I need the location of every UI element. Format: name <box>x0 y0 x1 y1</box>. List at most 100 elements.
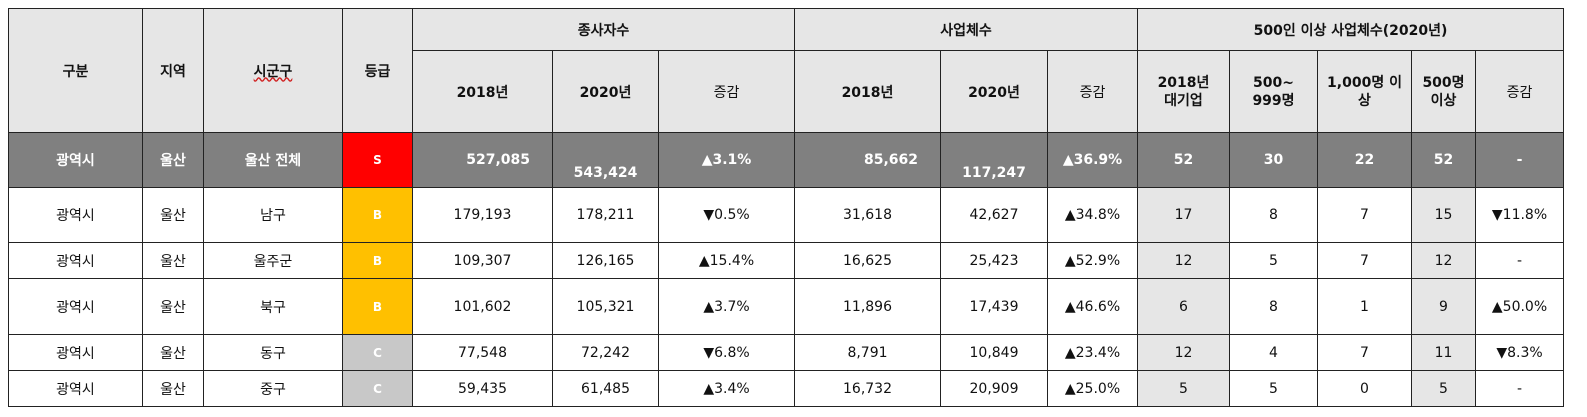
cell-large-change: ▲50.0% <box>1474 278 1565 335</box>
cell-gubun: 광역시 <box>8 242 143 279</box>
cell-emp-2018: 179,193 <box>412 187 553 243</box>
cell-region: 울산 <box>142 334 204 371</box>
header-emp-change: 증감 <box>658 50 795 133</box>
cell-emp-change: ▲3.1% <box>658 132 795 188</box>
cell-large-2018: 12 <box>1137 242 1230 279</box>
cell-biz-2018: 16,625 <box>794 242 941 279</box>
cell-large-500plus: 52 <box>1411 132 1476 188</box>
header-sigungu: 시군구 <box>203 8 343 133</box>
cell-emp-change: ▲15.4% <box>658 242 795 279</box>
cell-emp-change: ▼6.8% <box>658 334 795 371</box>
cell-emp-change: ▲3.4% <box>658 370 795 407</box>
cell-emp-2020: 178,211 <box>552 187 659 243</box>
cell-emp-change: ▼0.5% <box>658 187 795 243</box>
cell-biz-2020: 17,439 <box>940 278 1048 335</box>
cell-large-1000: 7 <box>1317 187 1412 243</box>
cell-large-500plus: 9 <box>1411 278 1476 335</box>
cell-large-2018: 5 <box>1137 370 1230 407</box>
cell-large-500plus: 12 <box>1411 242 1476 279</box>
cell-emp-2020: 61,485 <box>552 370 659 407</box>
header-large-change: 증감 <box>1474 50 1565 133</box>
header-large-500-999: 500~ 999명 <box>1229 50 1318 133</box>
ulsan-employment-table: 구분 지역 시군구 등급 종사자수 사업체수 500인 이상 사업체수(2020… <box>8 8 1565 407</box>
cell-large-change: ▼8.3% <box>1474 334 1565 371</box>
cell-large-500-999: 8 <box>1229 278 1318 335</box>
header-biz-change: 증감 <box>1047 50 1138 133</box>
cell-biz-change: ▲34.8% <box>1047 187 1138 243</box>
cell-biz-change: ▲25.0% <box>1047 370 1138 407</box>
table-row: 광역시 울산 남구 B 179,193 178,211 ▼0.5% 31,618… <box>8 187 1565 243</box>
header-biz-2020: 2020년 <box>940 50 1048 133</box>
header-large-500-l2: 999명 <box>1252 92 1295 109</box>
grade-badge: B <box>342 187 413 243</box>
cell-region: 울산 <box>142 132 204 188</box>
cell-emp-2018: 77,548 <box>412 334 553 371</box>
cell-large-500-999: 5 <box>1229 370 1318 407</box>
cell-biz-2020: 10,849 <box>940 334 1048 371</box>
cell-sigungu: 울주군 <box>203 242 343 279</box>
header-large-500plus-l1: 500명 <box>1422 74 1465 91</box>
cell-sigungu: 남구 <box>203 187 343 243</box>
cell-emp-2020: 126,165 <box>552 242 659 279</box>
cell-biz-2018: 11,896 <box>794 278 941 335</box>
cell-large-500plus: 11 <box>1411 334 1476 371</box>
cell-large-1000: 22 <box>1317 132 1412 188</box>
cell-emp-2020: 105,321 <box>552 278 659 335</box>
table-row: 광역시 울산 중구 C 59,435 61,485 ▲3.4% 16,732 2… <box>8 370 1565 407</box>
cell-sigungu: 북구 <box>203 278 343 335</box>
cell-emp-2018: 527,085 <box>412 132 553 188</box>
cell-emp-2018: 59,435 <box>412 370 553 407</box>
grade-badge: C <box>342 334 413 371</box>
cell-biz-change: ▲23.4% <box>1047 334 1138 371</box>
header-large-group-text: 500인 이상 사업체수(2020년) <box>1253 22 1448 39</box>
header-large-2018-l2: 대기업 <box>1164 92 1203 109</box>
cell-biz-2020: 20,909 <box>940 370 1048 407</box>
cell-gubun: 광역시 <box>8 187 143 243</box>
grade-badge: B <box>342 242 413 279</box>
table-body: 광역시 울산 울산 전체 S 527,085 543,424 ▲3.1% 85,… <box>8 132 1565 407</box>
cell-biz-change: ▲52.9% <box>1047 242 1138 279</box>
cell-large-1000: 7 <box>1317 334 1412 371</box>
header-emp-2018: 2018년 <box>412 50 553 133</box>
cell-large-1000: 1 <box>1317 278 1412 335</box>
cell-large-change: ▼11.8% <box>1474 187 1565 243</box>
cell-large-2018: 52 <box>1137 132 1230 188</box>
cell-region: 울산 <box>142 278 204 335</box>
header-large-2018: 2018년 대기업 <box>1137 50 1230 133</box>
header-employees-group: 종사자수 <box>412 8 795 51</box>
cell-large-change: - <box>1474 242 1565 279</box>
header-large-500-l1: 500~ <box>1253 74 1294 91</box>
cell-large-500plus: 15 <box>1411 187 1476 243</box>
grade-badge: C <box>342 370 413 407</box>
header-row-1: 구분 지역 시군구 등급 종사자수 사업체수 500인 이상 사업체수(2020… <box>8 8 1565 133</box>
cell-large-500-999: 8 <box>1229 187 1318 243</box>
cell-region: 울산 <box>142 242 204 279</box>
cell-gubun: 광역시 <box>8 370 143 407</box>
table-row: 광역시 울산 북구 B 101,602 105,321 ▲3.7% 11,896… <box>8 278 1565 335</box>
cell-emp-2018: 101,602 <box>412 278 553 335</box>
cell-biz-2018: 16,732 <box>794 370 941 407</box>
header-region: 지역 <box>142 8 204 133</box>
cell-large-2018: 17 <box>1137 187 1230 243</box>
table-row: 광역시 울산 울주군 B 109,307 126,165 ▲15.4% 16,6… <box>8 242 1565 279</box>
cell-region: 울산 <box>142 187 204 243</box>
header-large-500plus: 500명 이상 <box>1411 50 1476 133</box>
cell-large-500-999: 4 <box>1229 334 1318 371</box>
cell-emp-change: ▲3.7% <box>658 278 795 335</box>
header-businesses-group: 사업체수 <box>794 8 1138 51</box>
header-grade: 등급 <box>342 8 413 133</box>
header-large-500plus-l2: 이상 <box>1430 92 1457 109</box>
cell-large-500plus: 5 <box>1411 370 1476 407</box>
cell-large-500-999: 5 <box>1229 242 1318 279</box>
cell-biz-change: ▲36.9% <box>1047 132 1138 188</box>
cell-large-1000: 0 <box>1317 370 1412 407</box>
cell-large-2018: 12 <box>1137 334 1230 371</box>
grade-badge: S <box>342 132 413 188</box>
cell-emp-2020: 543,424 <box>552 132 659 188</box>
header-large-2018-l1: 2018년 <box>1157 74 1210 91</box>
header-large-1000-l1: 1,000명 이 <box>1327 74 1402 91</box>
cell-gubun: 광역시 <box>8 132 143 188</box>
table-row-total: 광역시 울산 울산 전체 S 527,085 543,424 ▲3.1% 85,… <box>8 132 1565 188</box>
cell-emp-2020: 72,242 <box>552 334 659 371</box>
